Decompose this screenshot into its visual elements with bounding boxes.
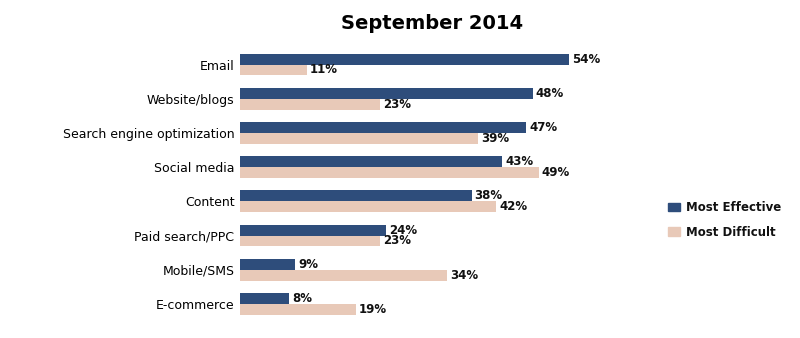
Text: 54%: 54% [572, 52, 601, 66]
Text: 34%: 34% [450, 269, 478, 282]
Text: 24%: 24% [390, 223, 418, 237]
Bar [240, 259, 295, 270]
Bar [240, 201, 496, 212]
Text: 39%: 39% [481, 132, 509, 145]
Bar [240, 167, 538, 178]
Bar [240, 53, 569, 65]
Title: September 2014: September 2014 [341, 15, 523, 33]
Text: 42%: 42% [499, 200, 527, 213]
Bar [240, 304, 356, 315]
Text: 23%: 23% [383, 98, 411, 111]
Text: 38%: 38% [474, 189, 502, 202]
Bar [240, 224, 386, 236]
Bar [240, 236, 380, 246]
Bar [240, 65, 307, 75]
Bar [240, 156, 502, 167]
Bar [240, 122, 526, 133]
Bar [240, 190, 472, 201]
Text: 47%: 47% [530, 121, 558, 134]
Text: 9%: 9% [298, 258, 318, 271]
Text: 48%: 48% [536, 87, 564, 100]
Text: 23%: 23% [383, 235, 411, 247]
Text: 49%: 49% [542, 166, 570, 179]
Bar [240, 88, 533, 99]
Legend: Most Effective, Most Difficult: Most Effective, Most Difficult [664, 196, 786, 243]
Bar [240, 270, 447, 281]
Bar [240, 133, 478, 144]
Bar [240, 99, 380, 110]
Text: 11%: 11% [310, 64, 338, 76]
Bar [240, 293, 289, 304]
Text: 19%: 19% [359, 303, 387, 316]
Text: 43%: 43% [505, 155, 534, 168]
Text: 8%: 8% [292, 292, 312, 305]
